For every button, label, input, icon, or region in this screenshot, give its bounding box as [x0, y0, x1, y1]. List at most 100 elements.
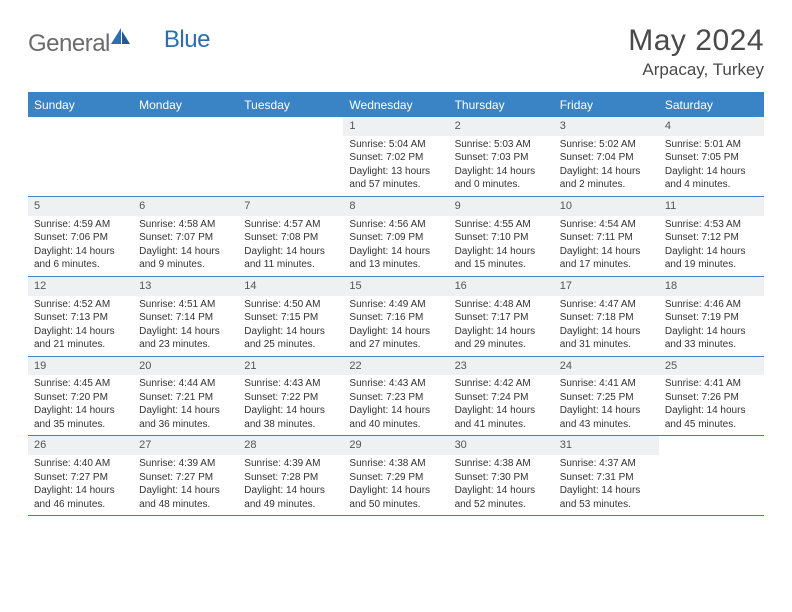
sunset-text: Sunset: 7:03 PM	[455, 151, 548, 165]
daylight-text: Daylight: 14 hours and 23 minutes.	[139, 325, 232, 352]
daylight-text: Daylight: 14 hours and 40 minutes.	[349, 404, 442, 431]
day-number: 23	[455, 360, 467, 372]
day-cell: 16Sunrise: 4:48 AMSunset: 7:17 PMDayligh…	[449, 277, 554, 356]
weekday-header: Monday	[133, 94, 238, 117]
day-number-row: 25	[659, 357, 764, 376]
sunset-text: Sunset: 7:31 PM	[560, 471, 653, 485]
day-number: 15	[349, 280, 361, 292]
day-number: 27	[139, 439, 151, 451]
day-number-row: 8	[343, 197, 448, 216]
weekday-header: Thursday	[449, 94, 554, 117]
day-body: Sunrise: 4:38 AMSunset: 7:29 PMDaylight:…	[343, 455, 448, 515]
sunset-text: Sunset: 7:04 PM	[560, 151, 653, 165]
weekday-header-row: Sunday Monday Tuesday Wednesday Thursday…	[28, 94, 764, 117]
day-body: Sunrise: 4:41 AMSunset: 7:25 PMDaylight:…	[554, 375, 659, 435]
daylight-text: Daylight: 14 hours and 19 minutes.	[665, 245, 758, 272]
day-cell: 25 Sunrise: 4:41 AMSunset: 7:26 PMDayligh…	[659, 357, 764, 436]
day-number-row: 1	[343, 117, 448, 136]
day-number: 28	[244, 439, 256, 451]
day-number: 25	[665, 360, 677, 372]
daylight-text: Daylight: 14 hours and 52 minutes.	[455, 484, 548, 511]
daylight-text: Daylight: 14 hours and 53 minutes.	[560, 484, 653, 511]
sunrise-text: Sunrise: 5:01 AM	[665, 138, 758, 152]
sunset-text: Sunset: 7:29 PM	[349, 471, 442, 485]
sunset-text: Sunset: 7:06 PM	[34, 231, 127, 245]
sunrise-text: Sunrise: 4:43 AM	[349, 377, 442, 391]
daylight-text: Daylight: 14 hours and 38 minutes.	[244, 404, 337, 431]
sunset-text: Sunset: 7:14 PM	[139, 311, 232, 325]
day-body: Sunrise: 4:58 AMSunset: 7:07 PMDaylight:…	[133, 216, 238, 276]
day-body	[238, 121, 343, 127]
day-number-row: 10	[554, 197, 659, 216]
day-number: 30	[455, 439, 467, 451]
day-body: Sunrise: 4:53 AMSunset: 7:12 PMDaylight:…	[659, 216, 764, 276]
sunrise-text: Sunrise: 4:38 AM	[349, 457, 442, 471]
day-cell: 11Sunrise: 4:53 AMSunset: 7:12 PMDayligh…	[659, 197, 764, 276]
day-number-row: 17	[554, 277, 659, 296]
day-body: Sunrise: 4:54 AMSunset: 7:11 PMDaylight:…	[554, 216, 659, 276]
weekday-header: Saturday	[659, 94, 764, 117]
day-number-row: 28	[238, 436, 343, 455]
daylight-text: Daylight: 14 hours and 21 minutes.	[34, 325, 127, 352]
day-cell: 9Sunrise: 4:55 AMSunset: 7:10 PMDaylight…	[449, 197, 554, 276]
day-number-row: 7	[238, 197, 343, 216]
sunrise-text: Sunrise: 4:37 AM	[560, 457, 653, 471]
day-body: Sunrise: 4:39 AMSunset: 7:28 PMDaylight:…	[238, 455, 343, 515]
day-cell: 17 Sunrise: 4:47 AMSunset: 7:18 PMDayligh…	[554, 277, 659, 356]
day-number: 9	[455, 200, 461, 212]
day-number-row: 20	[133, 357, 238, 376]
day-body: Sunrise: 4:44 AMSunset: 7:21 PMDaylight:…	[133, 375, 238, 435]
sunset-text: Sunset: 7:10 PM	[455, 231, 548, 245]
day-number-row: 14	[238, 277, 343, 296]
sunset-text: Sunset: 7:15 PM	[244, 311, 337, 325]
day-number: 8	[349, 200, 355, 212]
day-number: 17	[560, 280, 572, 292]
day-body: Sunrise: 4:41 AMSunset: 7:26 PMDaylight:…	[659, 375, 764, 435]
day-cell: 14Sunrise: 4:50 AMSunset: 7:15 PMDayligh…	[238, 277, 343, 356]
day-cell: 2 Sunrise: 5:03 AMSunset: 7:03 PMDaylight…	[449, 117, 554, 196]
day-number: 26	[34, 439, 46, 451]
calendar-page: General Blue May 2024 Arpacay, Turkey Su…	[0, 0, 792, 516]
day-cell: 6Sunrise: 4:58 AMSunset: 7:07 PMDaylight…	[133, 197, 238, 276]
day-cell: 5Sunrise: 4:59 AMSunset: 7:06 PMDaylight…	[28, 197, 133, 276]
day-number: 3	[560, 120, 566, 132]
sunrise-text: Sunrise: 4:50 AM	[244, 298, 337, 312]
sunset-text: Sunset: 7:08 PM	[244, 231, 337, 245]
day-number-row: 3	[554, 117, 659, 136]
week-row: 12Sunrise: 4:52 AMSunset: 7:13 PMDayligh…	[28, 277, 764, 357]
sunrise-text: Sunrise: 4:41 AM	[560, 377, 653, 391]
daylight-text: Daylight: 14 hours and 36 minutes.	[139, 404, 232, 431]
sunrise-text: Sunrise: 4:41 AM	[665, 377, 758, 391]
sunrise-text: Sunrise: 5:03 AM	[455, 138, 548, 152]
daylight-text: Daylight: 14 hours and 48 minutes.	[139, 484, 232, 511]
sunset-text: Sunset: 7:13 PM	[34, 311, 127, 325]
day-body: Sunrise: 4:47 AMSunset: 7:18 PMDaylight:…	[554, 296, 659, 356]
day-number-row: 2	[449, 117, 554, 136]
month-title: May 2024	[628, 24, 764, 58]
day-body: Sunrise: 4:46 AMSunset: 7:19 PMDaylight:…	[659, 296, 764, 356]
day-cell: 21Sunrise: 4:43 AMSunset: 7:22 PMDayligh…	[238, 357, 343, 436]
sunset-text: Sunset: 7:16 PM	[349, 311, 442, 325]
daylight-text: Daylight: 14 hours and 29 minutes.	[455, 325, 548, 352]
day-number-row: 22	[343, 357, 448, 376]
logo-sail-icon	[110, 27, 132, 52]
day-number-row: 16	[449, 277, 554, 296]
day-number-row: 18	[659, 277, 764, 296]
sunset-text: Sunset: 7:02 PM	[349, 151, 442, 165]
day-body: Sunrise: 4:37 AMSunset: 7:31 PMDaylight:…	[554, 455, 659, 515]
day-body: Sunrise: 4:57 AMSunset: 7:08 PMDaylight:…	[238, 216, 343, 276]
weekday-header: Wednesday	[343, 94, 448, 117]
day-cell: 12Sunrise: 4:52 AMSunset: 7:13 PMDayligh…	[28, 277, 133, 356]
sunrise-text: Sunrise: 4:46 AM	[665, 298, 758, 312]
daylight-text: Daylight: 14 hours and 2 minutes.	[560, 165, 653, 192]
sunrise-text: Sunrise: 5:02 AM	[560, 138, 653, 152]
day-cell: 4Sunrise: 5:01 AMSunset: 7:05 PMDaylight…	[659, 117, 764, 196]
sunrise-text: Sunrise: 4:43 AM	[244, 377, 337, 391]
day-cell: 3 Sunrise: 5:02 AMSunset: 7:04 PMDaylight…	[554, 117, 659, 196]
daylight-text: Daylight: 14 hours and 46 minutes.	[34, 484, 127, 511]
day-number-row: 4	[659, 117, 764, 136]
daylight-text: Daylight: 14 hours and 35 minutes.	[34, 404, 127, 431]
sunset-text: Sunset: 7:26 PM	[665, 391, 758, 405]
day-cell	[659, 436, 764, 515]
daylight-text: Daylight: 14 hours and 0 minutes.	[455, 165, 548, 192]
